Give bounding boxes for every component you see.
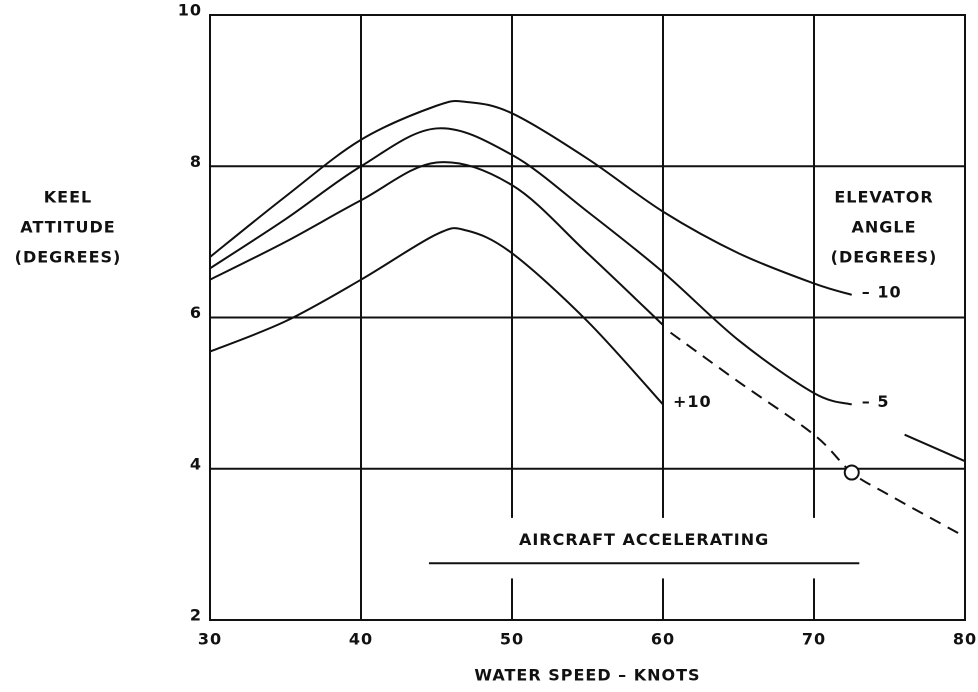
x-axis-label: WATER SPEED – KNOTS [474, 666, 700, 685]
y-tick-label: 8 [190, 152, 202, 171]
legend-title: ANGLE [851, 218, 916, 237]
x-tick-label: 30 [198, 630, 222, 649]
curve [209, 99, 853, 296]
y-axis-label: ATTITUDE [20, 218, 115, 237]
series-label: +10 [673, 392, 712, 411]
x-tick-label: 50 [500, 630, 524, 649]
annotation-background [406, 517, 882, 579]
annotation: AIRCRAFT ACCELERATING [519, 530, 769, 549]
legend-title: (DEGREES) [831, 248, 938, 267]
y-axis-label: KEEL [44, 188, 92, 207]
curve [904, 433, 966, 463]
y-tick-label: 10 [178, 1, 202, 20]
y-tick-label: 2 [190, 606, 202, 625]
y-tick-label: 4 [190, 454, 202, 473]
curve [669, 331, 966, 538]
curve [209, 227, 664, 406]
legend-title: ELEVATOR [834, 188, 933, 207]
x-tick-label: 40 [349, 630, 373, 649]
curve [209, 127, 853, 406]
x-tick-label: 70 [802, 630, 826, 649]
y-axis-label: (DEGREES) [15, 248, 122, 267]
curve [209, 161, 664, 326]
series-label: – 5 [862, 392, 890, 411]
series-label: – 10 [862, 282, 902, 301]
x-tick-label: 80 [953, 630, 977, 649]
marker [843, 464, 860, 481]
x-tick-label: 60 [651, 630, 675, 649]
y-tick-label: 6 [190, 303, 202, 322]
